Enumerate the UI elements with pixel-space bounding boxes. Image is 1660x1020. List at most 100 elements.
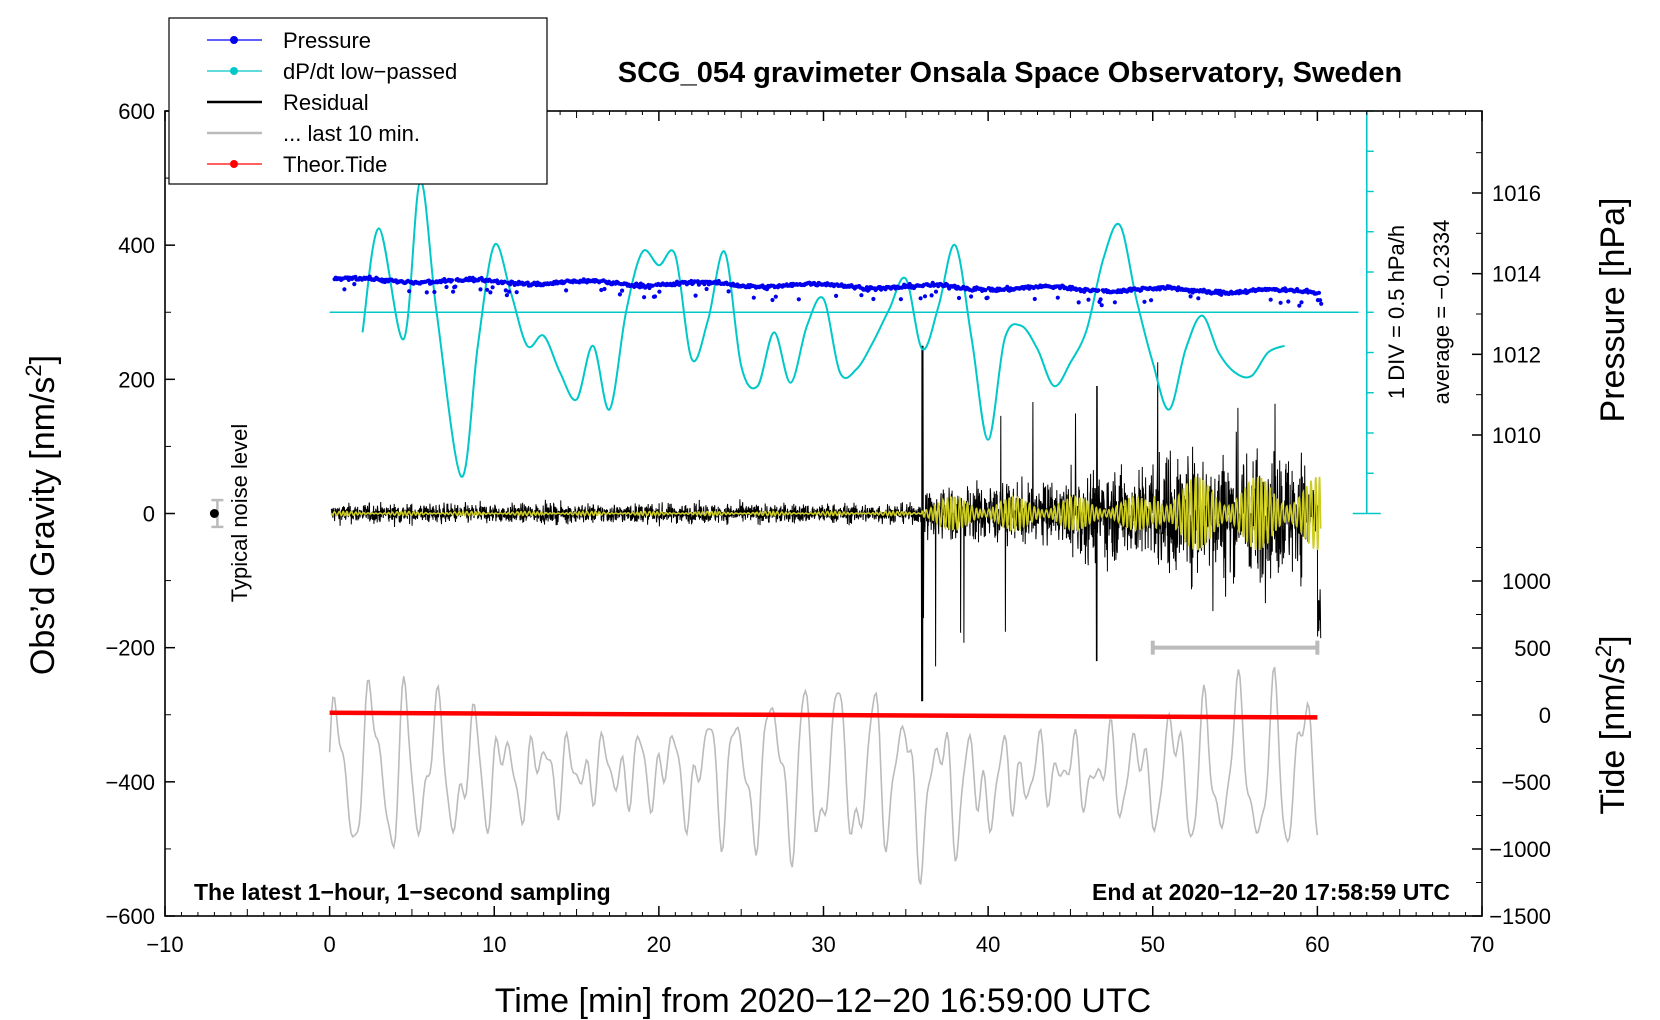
pressure-point — [922, 294, 928, 299]
pressure-point — [503, 288, 508, 293]
pressure-point — [871, 296, 876, 302]
pressure-point — [1297, 303, 1302, 308]
pressure-point — [796, 297, 801, 302]
pressure-point — [352, 282, 357, 287]
pressure-tick-label: 1014 — [1492, 262, 1541, 287]
legend-label: Residual — [283, 90, 369, 115]
pressure-point — [704, 286, 709, 292]
tide-tick-label: 500 — [1514, 636, 1551, 661]
y-axis-label-tide: Tide [nm/s2] — [1591, 635, 1632, 814]
scale-label-average: average = −0.2334 — [1429, 220, 1454, 405]
pressure-point — [1318, 298, 1323, 303]
y-tick-label: 200 — [118, 367, 155, 392]
chart-annotations — [209, 498, 1320, 655]
x-tick-label: −10 — [146, 932, 183, 957]
pressure-series — [332, 274, 1324, 308]
pressure-point — [485, 287, 490, 292]
x-tick-label: 70 — [1470, 932, 1494, 957]
tide-line — [329, 710, 1318, 720]
pressure-point — [1188, 294, 1193, 299]
pressure-point — [1005, 284, 1010, 289]
pressure-point — [453, 284, 458, 289]
y-tick-label: 400 — [118, 233, 155, 258]
pressure-point — [599, 287, 604, 293]
residual-series — [330, 345, 1322, 702]
pressure-point — [657, 289, 662, 294]
pressure-point — [1316, 290, 1322, 295]
last-10-min-line — [328, 666, 1319, 885]
legend-items: Pressure dP/dt low−passed Residual ... last… — [207, 28, 457, 177]
pressure-point — [488, 290, 493, 295]
residual-filtered-line — [330, 476, 1322, 551]
tide-tick-label: 1000 — [1502, 569, 1551, 594]
pressure-point — [504, 293, 509, 298]
axis-ticks: −10 0 10 20 30 40 50 60 70 600 400 200 0 −200 −400 −600… — [105, 99, 1551, 957]
y-axis-label-tide-sup: 2 — [1591, 645, 1616, 657]
dpdt-series — [329, 110, 1381, 515]
pressure-point — [770, 297, 775, 303]
x-tick-label: 0 — [324, 932, 336, 957]
x-tick-label: 50 — [1141, 932, 1165, 957]
pressure-point — [1076, 300, 1081, 305]
pressure-point — [1032, 296, 1037, 302]
pressure-point — [564, 288, 569, 293]
pressure-point — [859, 293, 864, 298]
pressure-point — [407, 289, 412, 294]
pressure-point — [1196, 296, 1201, 301]
pressure-point — [444, 284, 449, 290]
y-axis-label-gravity-sup: 2 — [21, 364, 46, 376]
legend-label: Theor.Tide — [283, 152, 387, 177]
y-axis-label-gravity-text: Obs’d Gravity [nm/s — [24, 377, 62, 676]
legend-label: ... last 10 min. — [283, 121, 420, 146]
y-axis-label-gravity-tail: ] — [24, 355, 62, 364]
y-tick-label: 600 — [118, 99, 155, 124]
scale-label-div: 1 DIV = 0.5 hPa/h — [1384, 225, 1409, 399]
pressure-point — [928, 283, 933, 288]
pressure-point — [451, 289, 456, 294]
tide-tick-label: −500 — [1501, 770, 1551, 795]
pressure-point — [985, 295, 990, 300]
pressure-point — [956, 295, 962, 301]
pressure-point — [1149, 298, 1154, 303]
noise-level-label: Typical noise level — [227, 424, 252, 603]
pressure-point — [1055, 295, 1060, 300]
pressure-point — [478, 287, 483, 292]
legend-swatch-marker — [230, 67, 238, 75]
x-tick-label: 20 — [647, 932, 671, 957]
theoretical-tide-series — [329, 710, 1318, 720]
pressure-point — [751, 295, 756, 300]
legend-swatch-marker — [230, 36, 238, 44]
tide-tick-label: −1500 — [1489, 904, 1551, 929]
pressure-point — [1096, 288, 1101, 293]
pressure-point — [693, 293, 698, 298]
annotation-end-time: End at 2020−12−20 17:58:59 UTC — [1092, 879, 1450, 905]
pressure-point — [726, 289, 731, 294]
pressure-point — [449, 278, 455, 283]
tide-tick-label: −1000 — [1489, 837, 1551, 862]
x-tick-label: 10 — [482, 932, 506, 957]
noise-point — [209, 509, 219, 518]
annotation-sampling: The latest 1−hour, 1−second sampling — [194, 879, 611, 905]
pressure-point — [432, 289, 437, 295]
y-tick-label: −200 — [105, 636, 155, 661]
y-axis-label-gravity: Obs’d Gravity [nm/s2] — [21, 355, 62, 675]
pressure-point — [1299, 300, 1304, 305]
pressure-point — [929, 293, 934, 298]
dpdt-line — [361, 180, 1285, 478]
x-tick-label: 60 — [1305, 932, 1329, 957]
pressure-point — [652, 294, 658, 299]
pressure-point — [834, 293, 839, 298]
y-tick-label: −400 — [105, 770, 155, 795]
y-tick-label: −600 — [105, 904, 155, 929]
pressure-point — [1098, 297, 1103, 302]
pressure-tick-label: 1012 — [1492, 342, 1541, 367]
legend-label: Pressure — [283, 28, 371, 53]
pressure-point — [650, 283, 655, 288]
pressure-point — [507, 289, 512, 294]
pressure-point — [1112, 300, 1117, 305]
pressure-point — [640, 282, 646, 287]
residual-filtered-series — [330, 476, 1322, 551]
residual-line — [330, 345, 1322, 702]
pressure-point — [1278, 300, 1283, 305]
pressure-tick-label: 1016 — [1492, 181, 1541, 206]
